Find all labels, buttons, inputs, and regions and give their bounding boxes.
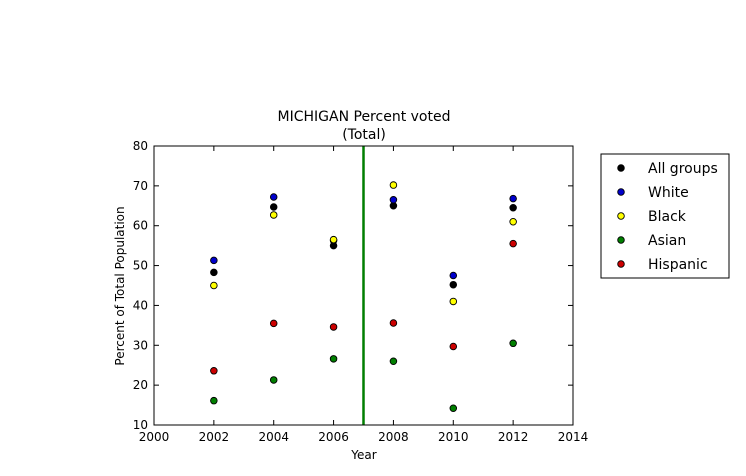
data-point-white — [509, 194, 517, 203]
y-tick-label: 10 — [133, 418, 148, 432]
y-tick-label: 80 — [133, 139, 148, 153]
data-point-asian — [210, 396, 218, 405]
data-point-black — [449, 297, 458, 306]
x-tick-label: 2014 — [558, 430, 589, 444]
data-point-hispanic — [389, 319, 398, 327]
data-point-all-groups — [509, 204, 517, 212]
legend-marker — [617, 188, 625, 196]
data-point-black — [389, 181, 398, 189]
legend-label: Black — [648, 209, 687, 225]
legend-label: Hispanic — [648, 257, 708, 273]
data-point-hispanic — [269, 319, 278, 328]
x-tick-label: 2000 — [139, 430, 170, 444]
x-tick-label: 2002 — [199, 430, 230, 444]
data-point-asian — [329, 355, 338, 363]
data-point-white — [389, 196, 398, 204]
y-axis-label: Percent of Total Population — [113, 206, 127, 365]
data-point-hispanic — [329, 323, 338, 331]
chart-subtitle: (Total) — [342, 127, 386, 143]
data-point-black — [210, 281, 218, 290]
y-tick-label: 40 — [133, 298, 148, 312]
y-tick-label: 30 — [133, 338, 148, 352]
data-point-white — [269, 193, 278, 201]
legend-label: All groups — [648, 161, 718, 177]
data-point-black — [509, 217, 517, 226]
data-point-black — [329, 235, 338, 244]
y-tick-label: 70 — [133, 179, 148, 193]
data-point-hispanic — [509, 239, 517, 248]
legend-label: Asian — [648, 233, 686, 249]
legend-marker — [617, 212, 625, 220]
data-point-asian — [389, 357, 398, 365]
legend-label: White — [648, 185, 689, 201]
y-tick-label: 50 — [133, 259, 148, 273]
data-point-asian — [449, 404, 458, 413]
legend-marker — [617, 260, 625, 268]
legend-marker — [617, 236, 625, 244]
y-tick-label: 20 — [133, 378, 148, 392]
data-point-white — [210, 256, 218, 265]
data-point-asian — [509, 339, 517, 348]
plot-frame — [153, 145, 574, 426]
x-tick-label: 2008 — [378, 430, 409, 444]
y-tick-label: 60 — [133, 219, 148, 233]
data-point-asian — [269, 376, 278, 384]
data-point-all-groups — [210, 268, 218, 277]
x-tick-label: 2004 — [258, 430, 289, 444]
chart-title: MICHIGAN Percent voted — [278, 109, 451, 125]
x-tick-label: 2012 — [498, 430, 529, 444]
x-tick-label: 2006 — [318, 430, 349, 444]
data-point-black — [269, 211, 278, 219]
x-axis-label: Year — [350, 448, 376, 462]
data-point-white — [449, 271, 458, 280]
data-point-hispanic — [210, 367, 218, 375]
data-point-all-groups — [269, 203, 278, 211]
x-tick-label: 2010 — [438, 430, 469, 444]
data-point-hispanic — [449, 342, 458, 351]
legend-marker — [617, 164, 625, 172]
data-point-all-groups — [449, 280, 458, 289]
